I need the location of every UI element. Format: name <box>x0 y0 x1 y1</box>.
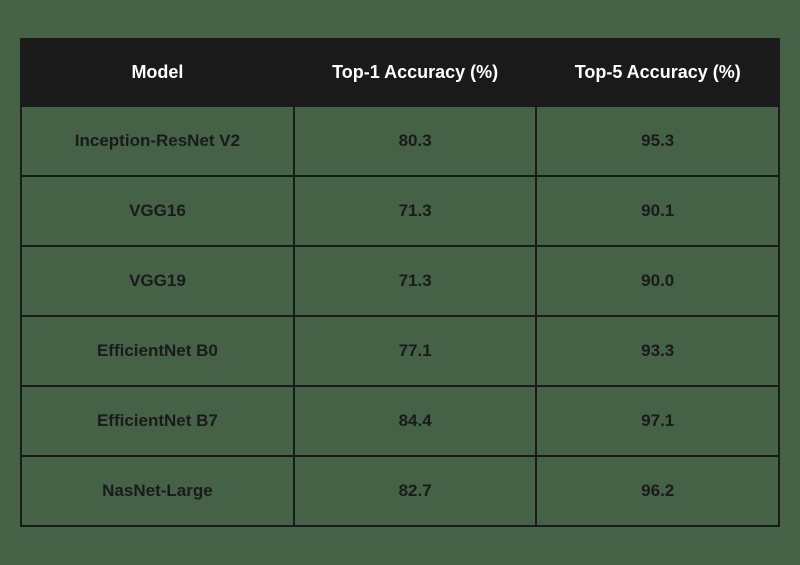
table-row: VGG16 71.3 90.1 <box>21 176 779 246</box>
cell-top5: 93.3 <box>536 316 779 386</box>
accuracy-table-container: Model Top-1 Accuracy (%) Top-5 Accuracy … <box>20 38 780 527</box>
cell-top5: 97.1 <box>536 386 779 456</box>
column-header-top1: Top-1 Accuracy (%) <box>294 39 537 106</box>
table-row: EfficientNet B0 77.1 93.3 <box>21 316 779 386</box>
cell-model: Inception-ResNet V2 <box>21 106 294 176</box>
table-row: VGG19 71.3 90.0 <box>21 246 779 316</box>
cell-model: EfficientNet B0 <box>21 316 294 386</box>
cell-top1: 82.7 <box>294 456 537 526</box>
cell-top1: 80.3 <box>294 106 537 176</box>
column-header-model: Model <box>21 39 294 106</box>
cell-model: VGG16 <box>21 176 294 246</box>
cell-top1: 77.1 <box>294 316 537 386</box>
cell-top5: 90.1 <box>536 176 779 246</box>
cell-top5: 95.3 <box>536 106 779 176</box>
table-row: NasNet-Large 82.7 96.2 <box>21 456 779 526</box>
cell-top5: 90.0 <box>536 246 779 316</box>
accuracy-table: Model Top-1 Accuracy (%) Top-5 Accuracy … <box>20 38 780 527</box>
cell-top1: 71.3 <box>294 246 537 316</box>
cell-top5: 96.2 <box>536 456 779 526</box>
cell-top1: 71.3 <box>294 176 537 246</box>
cell-top1: 84.4 <box>294 386 537 456</box>
cell-model: VGG19 <box>21 246 294 316</box>
table-body: Inception-ResNet V2 80.3 95.3 VGG16 71.3… <box>21 106 779 526</box>
table-row: Inception-ResNet V2 80.3 95.3 <box>21 106 779 176</box>
table-row: EfficientNet B7 84.4 97.1 <box>21 386 779 456</box>
table-header: Model Top-1 Accuracy (%) Top-5 Accuracy … <box>21 39 779 106</box>
cell-model: NasNet-Large <box>21 456 294 526</box>
column-header-top5: Top-5 Accuracy (%) <box>536 39 779 106</box>
cell-model: EfficientNet B7 <box>21 386 294 456</box>
table-header-row: Model Top-1 Accuracy (%) Top-5 Accuracy … <box>21 39 779 106</box>
